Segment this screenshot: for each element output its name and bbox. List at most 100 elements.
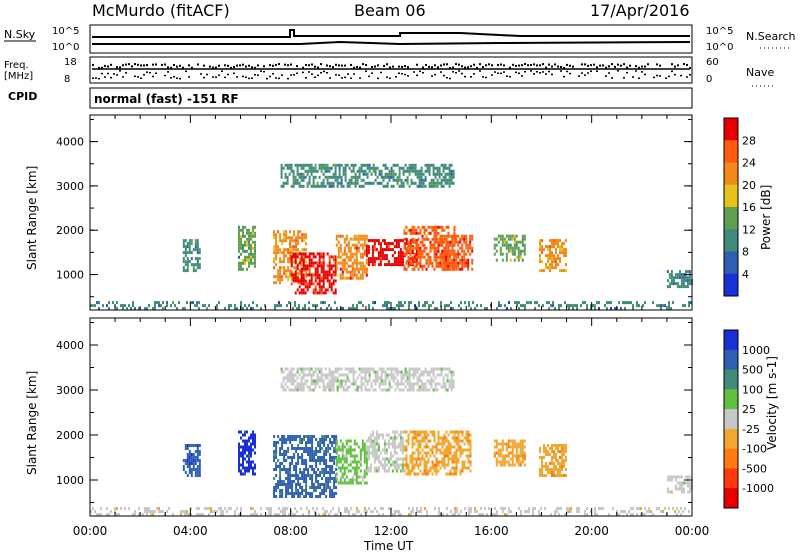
data-cell bbox=[432, 163, 435, 167]
data-cell bbox=[279, 471, 282, 474]
data-cell bbox=[325, 495, 328, 498]
data-cell bbox=[365, 251, 368, 255]
data-cell bbox=[433, 430, 436, 434]
data-cell bbox=[407, 240, 410, 244]
data-cell bbox=[250, 507, 252, 510]
data-cell bbox=[428, 166, 431, 170]
data-cell bbox=[369, 451, 372, 455]
data-cell bbox=[238, 246, 240, 250]
data-cell bbox=[240, 261, 242, 265]
data-cell bbox=[449, 252, 452, 256]
data-cell bbox=[244, 304, 246, 308]
data-region bbox=[238, 225, 256, 271]
data-cell bbox=[455, 234, 458, 238]
data-cell bbox=[196, 468, 199, 471]
data-cell bbox=[368, 507, 370, 510]
data-cell bbox=[427, 451, 430, 455]
data-cell bbox=[391, 463, 394, 467]
data-cell bbox=[192, 465, 195, 468]
data-cell bbox=[292, 388, 295, 392]
data-cell bbox=[403, 267, 406, 271]
data-cell bbox=[373, 242, 376, 246]
data-cell bbox=[539, 254, 541, 258]
data-cell bbox=[128, 304, 130, 308]
data-cell bbox=[325, 459, 328, 462]
data-cell bbox=[320, 184, 323, 188]
data-cell bbox=[370, 385, 373, 389]
data-cell bbox=[291, 462, 294, 465]
data-cell bbox=[252, 252, 254, 256]
data-cell bbox=[421, 454, 424, 458]
data-cell bbox=[382, 184, 385, 188]
data-cell bbox=[397, 433, 400, 437]
data-cell bbox=[384, 376, 387, 380]
data-cell bbox=[154, 307, 156, 311]
data-cell bbox=[281, 492, 284, 495]
data-cell bbox=[570, 507, 572, 510]
data-cell bbox=[350, 175, 353, 179]
data-cell bbox=[389, 457, 392, 461]
data-cell bbox=[395, 242, 398, 246]
data-cell bbox=[393, 433, 396, 437]
data-cell bbox=[336, 184, 339, 188]
data-cell bbox=[282, 379, 285, 383]
data-cell bbox=[344, 166, 347, 170]
data-cell bbox=[273, 489, 276, 492]
data-cell bbox=[224, 507, 226, 510]
data-cell bbox=[515, 442, 518, 446]
data-cell bbox=[384, 304, 386, 308]
colorbar-segment bbox=[724, 428, 738, 450]
data-cell bbox=[279, 489, 282, 492]
data-cell bbox=[461, 463, 464, 467]
freq-mark bbox=[110, 63, 112, 66]
data-cell bbox=[379, 460, 382, 464]
data-cell bbox=[250, 436, 252, 440]
data-cell bbox=[406, 175, 409, 179]
data-cell bbox=[322, 270, 325, 274]
data-cell bbox=[361, 267, 364, 271]
freq-mark bbox=[359, 66, 361, 69]
data-cell bbox=[561, 245, 563, 249]
data-region bbox=[182, 444, 201, 477]
data-cell bbox=[561, 468, 563, 471]
data-cell bbox=[405, 231, 408, 235]
data-cell bbox=[442, 175, 445, 179]
data-cell bbox=[444, 172, 447, 176]
data-cell bbox=[513, 234, 516, 238]
freq-mark bbox=[458, 63, 460, 66]
data-cell bbox=[313, 435, 316, 438]
data-cell bbox=[347, 258, 350, 262]
data-cell bbox=[292, 379, 295, 383]
data-cell bbox=[666, 478, 669, 482]
data-cell bbox=[293, 447, 296, 450]
data-cell bbox=[410, 166, 413, 170]
data-cell bbox=[430, 385, 433, 389]
data-cell bbox=[298, 172, 301, 176]
data-cell bbox=[314, 261, 317, 265]
freq-mark bbox=[239, 64, 241, 67]
data-region bbox=[539, 444, 567, 477]
data-cell bbox=[517, 255, 520, 259]
data-cell bbox=[320, 255, 323, 259]
data-cell bbox=[678, 484, 681, 488]
y-tick-label: 2000 bbox=[56, 429, 84, 442]
data-cell bbox=[309, 438, 312, 441]
data-cell bbox=[658, 507, 660, 510]
data-cell bbox=[468, 507, 470, 510]
data-cell bbox=[395, 463, 398, 467]
data-cell bbox=[238, 225, 240, 229]
data-cell bbox=[441, 442, 444, 446]
data-cell bbox=[523, 252, 526, 256]
data-cell bbox=[426, 513, 428, 516]
data-cell bbox=[242, 307, 244, 311]
data-cell bbox=[459, 448, 462, 452]
data-cell bbox=[154, 304, 156, 308]
data-cell bbox=[351, 264, 354, 268]
data-cell bbox=[397, 457, 400, 461]
data-cell bbox=[390, 169, 393, 173]
data-cell bbox=[461, 246, 464, 250]
data-cell bbox=[503, 463, 506, 467]
data-cell bbox=[511, 454, 514, 458]
data-cell bbox=[418, 367, 421, 371]
data-cell bbox=[393, 445, 396, 449]
